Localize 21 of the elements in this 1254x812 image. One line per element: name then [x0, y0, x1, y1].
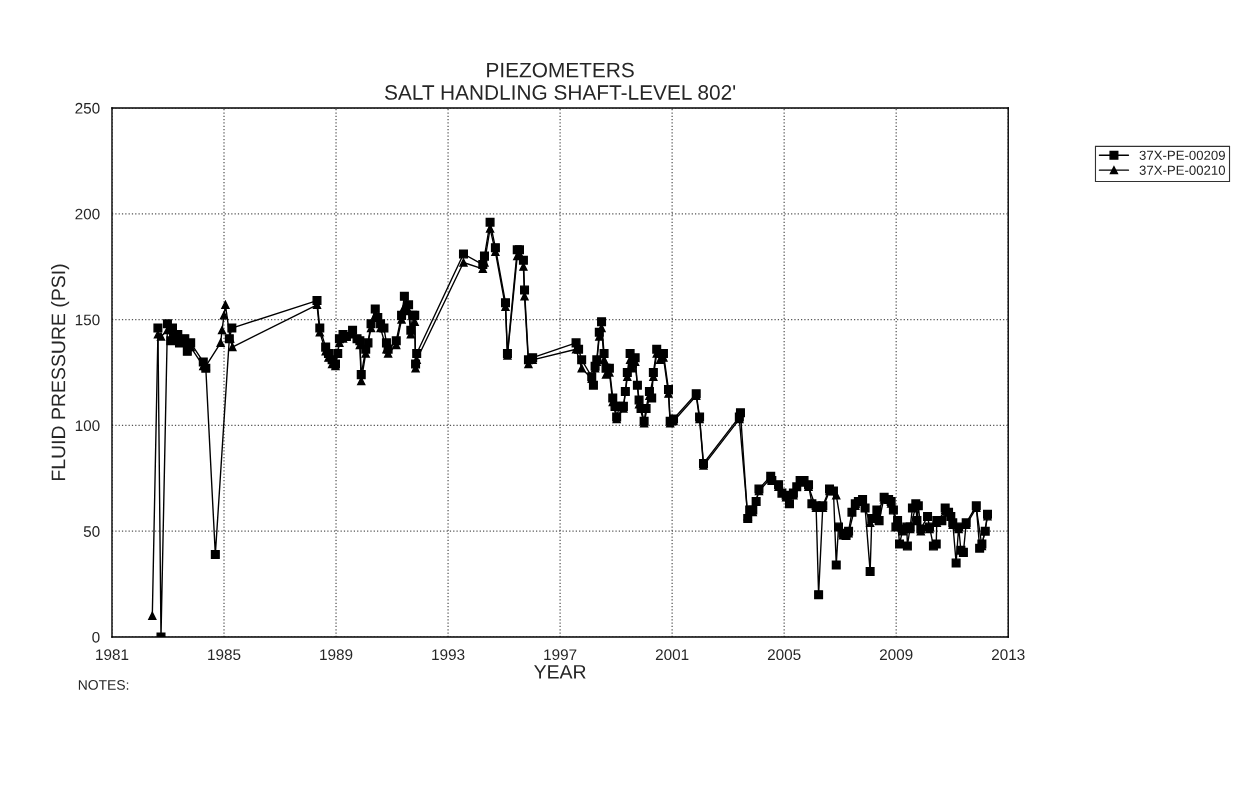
legend-label: 37X-PE-00210: [1139, 165, 1226, 175]
y-tick-label: 0: [92, 631, 100, 643]
x-tick-label: 1981: [96, 649, 129, 661]
y-tick-label: 250: [75, 102, 100, 114]
chart-title: PIEZOMETERS SALT HANDLING SHAFT-LEVEL 802': [384, 62, 736, 100]
x-tick-label: 1989: [320, 649, 353, 661]
x-tick-label: 2013: [991, 649, 1025, 661]
x-tick-label: 2009: [879, 649, 913, 661]
x-tick-label: 2005: [767, 649, 801, 661]
x-axis-title: YEAR: [534, 665, 586, 679]
y-tick-label: 200: [75, 208, 100, 220]
y-tick-label: 100: [75, 420, 100, 432]
x-tick-label: 1993: [432, 649, 465, 661]
legend-label: 37X-PE-00209: [1139, 150, 1225, 160]
text: NOTES:: [78, 680, 129, 690]
x-tick-label: 1997: [544, 649, 577, 661]
y-tick-label: 150: [75, 314, 100, 326]
y-axis-title: FLUID PRESSURE (PSI): [51, 264, 70, 481]
x-tick-label: 1985: [208, 649, 241, 661]
y-tick-label: 50: [83, 526, 100, 537]
x-tick-label: 2001: [655, 649, 689, 661]
